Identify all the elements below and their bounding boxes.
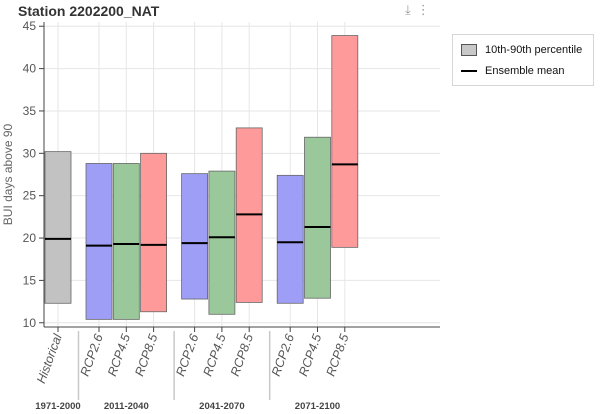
chart-toolbar: ⤓ ⋮ <box>405 3 430 18</box>
percentile-bar <box>331 35 359 248</box>
percentile-bar <box>276 174 304 304</box>
y-tick-label: 25 <box>23 189 37 203</box>
y-tick-label: 45 <box>23 19 37 33</box>
legend-label-mean: Ensemble mean <box>485 65 565 77</box>
legend-item-mean: Ensemble mean <box>461 65 565 77</box>
group-label: 2071-2100 <box>295 401 340 412</box>
y-tick-label: 15 <box>23 273 37 287</box>
x-category-label: RCP4.5 <box>105 332 133 378</box>
y-tick-label: 35 <box>23 104 37 118</box>
y-tick-label: 10 <box>23 316 37 330</box>
legend-label-percentile: 10th-90th percentile <box>485 44 583 56</box>
group-label: 1971-2000 <box>35 401 80 412</box>
download-icon[interactable]: ⤓ <box>405 3 411 18</box>
y-tick-label: 20 <box>23 231 37 245</box>
x-category-label: RCP8.5 <box>132 332 160 378</box>
chart-plot: 10 15 20 25 30 35 40 45 BUI days above 90 Histori… <box>1 19 440 412</box>
legend-item-percentile: 10th-90th percentile <box>461 44 582 56</box>
y-axis-label: BUI days above 90 <box>1 123 15 225</box>
group-label: 2041-2070 <box>199 401 244 412</box>
x-category-label: RCP8.5 <box>228 332 256 378</box>
x-category-label: RCP4.5 <box>201 332 229 378</box>
x-category-label: RCP2.6 <box>173 332 201 378</box>
percentile-bar <box>181 173 209 300</box>
chart-title: Station 2202200_NAT <box>18 3 160 19</box>
x-category-label: RCP2.6 <box>78 332 106 378</box>
group-label: 2011-2040 <box>104 401 149 412</box>
percentile-bar <box>85 163 113 320</box>
y-tick-label: 40 <box>23 62 37 76</box>
percentile-bar <box>208 170 236 315</box>
x-category-label: RCP4.5 <box>296 332 324 378</box>
x-category-label: RCP2.6 <box>269 332 297 378</box>
percentile-bar <box>140 152 168 313</box>
percentile-bar <box>44 151 72 304</box>
legend-swatch-line <box>461 70 477 72</box>
x-category-label: RCP8.5 <box>323 332 351 378</box>
y-tick-label: 30 <box>23 146 37 160</box>
percentile-bar <box>112 163 140 320</box>
legend: 10th-90th percentile Ensemble mean <box>452 34 594 86</box>
legend-swatch-box <box>461 44 477 56</box>
percentile-bar <box>304 136 331 299</box>
x-category-label: Historical <box>34 331 65 385</box>
more-vertical-icon[interactable]: ⋮ <box>416 3 430 18</box>
